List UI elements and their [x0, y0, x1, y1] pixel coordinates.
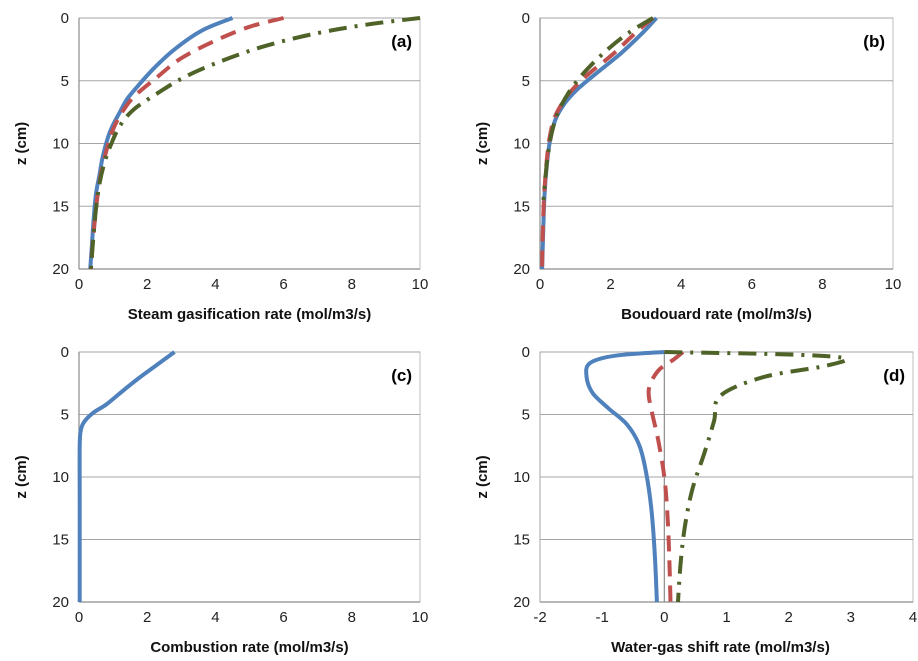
x-tick-label: 8 [348, 276, 356, 293]
y-tick-label: 5 [522, 407, 530, 424]
y-tick-label: 15 [513, 198, 530, 215]
x-tick-label: 2 [143, 609, 151, 626]
chart-panel-d: 0 5 10 15 20-2 -1 0 1 2 3 4 (d) Water-gas shift rate… [474, 344, 917, 656]
x-tick-label: 10 [412, 609, 429, 626]
y-tick-label: 10 [52, 136, 69, 153]
series-line-green [88, 16, 421, 270]
y-tick-label: 10 [513, 469, 530, 486]
y-tick-label: 20 [513, 594, 530, 611]
x-tick-label: 4 [909, 609, 917, 626]
y-tick-label: 20 [52, 594, 69, 611]
series-line-red [540, 16, 655, 270]
x-axis-title: Boudouard rate (mol/m3/s) [621, 306, 812, 323]
y-tick-label: 0 [61, 10, 69, 27]
x-tick-label: 2 [784, 609, 792, 626]
y-tick-label: 15 [52, 198, 69, 215]
x-tick-label: 0 [536, 276, 544, 293]
y-tick-label: 0 [522, 10, 530, 27]
x-tick-label: 6 [279, 609, 287, 626]
chart-panel-c: 0 5 10 15 20 0 2 4 6 8 10 (c) Combustion rate (mol/m… [13, 344, 428, 656]
x-tick-label: 0 [75, 609, 83, 626]
y-tick-label: 0 [61, 344, 69, 361]
y-axis-title: z (cm) [13, 455, 30, 498]
x-tick-label: 4 [677, 276, 685, 293]
x-tick-label: 0 [75, 276, 83, 293]
x-tick-label: 2 [606, 276, 614, 293]
y-tick-label: 0 [522, 344, 530, 361]
series-line-blue [77, 350, 176, 603]
y-axis-title: z (cm) [474, 122, 491, 165]
x-tick-label: 10 [412, 276, 429, 293]
x-axis-title: Water-gas shift rate (mol/m3/s) [611, 639, 830, 656]
x-axis-title: Steam gasification rate (mol/m3/s) [128, 306, 371, 323]
y-tick-label: 10 [52, 469, 69, 486]
y-tick-label: 5 [61, 73, 69, 90]
y-tick-label: 10 [513, 136, 530, 153]
panel-label: (c) [391, 366, 412, 385]
x-tick-label: -1 [595, 609, 608, 626]
series-line-green [664, 350, 849, 603]
y-axis-title: z (cm) [13, 122, 30, 165]
series-line-red [646, 350, 685, 603]
panel-label: (b) [863, 32, 885, 51]
x-tick-label: 1 [722, 609, 730, 626]
chart-panel-a: 0 5 10 15 20 0 2 4 6 8 10 (a) Steam gasification rat… [13, 10, 428, 323]
x-tick-label: 6 [748, 276, 756, 293]
y-tick-label: 5 [61, 407, 69, 424]
x-tick-label: 4 [211, 276, 219, 293]
series-line-red [88, 16, 285, 270]
y-axis-title: z (cm) [474, 455, 491, 498]
x-tick-label: 0 [660, 609, 668, 626]
x-tick-label: 2 [143, 276, 151, 293]
y-tick-label: 20 [52, 261, 69, 278]
x-tick-label: 4 [211, 609, 219, 626]
series-line-green [541, 16, 655, 201]
x-tick-label: 6 [279, 276, 287, 293]
y-tick-label: 15 [513, 532, 530, 549]
panel-label: (a) [391, 32, 412, 51]
x-tick-label: 8 [818, 276, 826, 293]
panel-label: (d) [883, 366, 905, 385]
chart-panel-b: 0 5 10 15 20 0 2 4 6 8 10 (b) Boudouard rate (mol/m3… [474, 10, 901, 323]
x-tick-label: 8 [348, 609, 356, 626]
y-tick-label: 15 [52, 532, 69, 549]
y-tick-label: 5 [522, 73, 530, 90]
series-line-blue [584, 350, 665, 603]
x-tick-label: 3 [847, 609, 855, 626]
y-tick-label: 20 [513, 261, 530, 278]
x-axis-title: Combustion rate (mol/m3/s) [150, 639, 348, 656]
x-tick-label: 10 [885, 276, 902, 293]
x-tick-label: -2 [533, 609, 546, 626]
